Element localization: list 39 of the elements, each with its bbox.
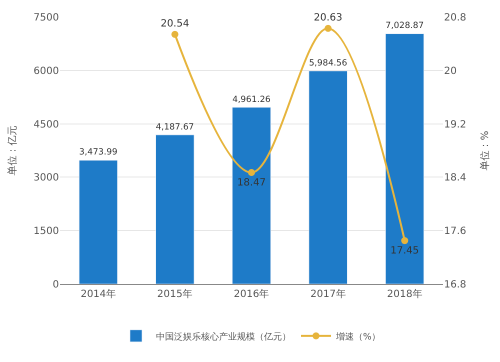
data-label: 20.54 — [160, 18, 190, 30]
legend-label: 中国泛娱乐核心产业规模（亿元） — [156, 331, 291, 342]
data-label: 4,961.26 — [232, 94, 271, 105]
y2-tick-label: 17.6 — [444, 226, 466, 238]
y2-tick-label: 19.2 — [444, 119, 466, 130]
y-tick-label: 6000 — [34, 66, 59, 77]
bar — [156, 134, 194, 284]
y-axis-title: 单位：亿元 — [6, 126, 19, 176]
y2-tick-label: 20 — [444, 66, 457, 77]
data-label: 18.47 — [237, 177, 266, 188]
data-label: 5,984.56 — [308, 58, 348, 68]
x-tick-label: 2017年 — [310, 288, 346, 300]
data-label: 3,473.99 — [79, 148, 118, 158]
legend-label: 增速（%） — [335, 331, 381, 342]
point — [401, 237, 408, 244]
y-tick-label: 3000 — [34, 172, 59, 184]
y-tick-label: 0 — [52, 280, 59, 290]
data-label: 4,187.67 — [156, 122, 194, 132]
data-label: 20.63 — [314, 12, 342, 24]
x-tick-label: 2018年 — [386, 288, 422, 300]
point — [248, 169, 255, 176]
bar — [232, 107, 271, 284]
y-tick-label: 7500 — [34, 12, 59, 24]
y2-tick-label: 16.8 — [444, 280, 466, 290]
bar — [385, 34, 424, 284]
y-tick-label: 4500 — [34, 119, 59, 130]
data-label: 7,028.87 — [386, 21, 424, 32]
point — [324, 24, 332, 32]
x-tick-label: 2016年 — [234, 288, 270, 300]
y-tick-label: 1500 — [34, 226, 59, 238]
y2-tick-label: 18.4 — [444, 172, 466, 184]
point — [171, 30, 178, 38]
bar — [78, 160, 118, 284]
y2-axis-title: 单位：% — [478, 130, 491, 170]
x-tick-label: 2014年 — [80, 288, 116, 300]
x-tick-label: 2015年 — [157, 288, 193, 300]
data-label: 17.45 — [390, 245, 420, 256]
y2-tick-label: 20.8 — [444, 12, 466, 24]
bar — [308, 70, 348, 284]
